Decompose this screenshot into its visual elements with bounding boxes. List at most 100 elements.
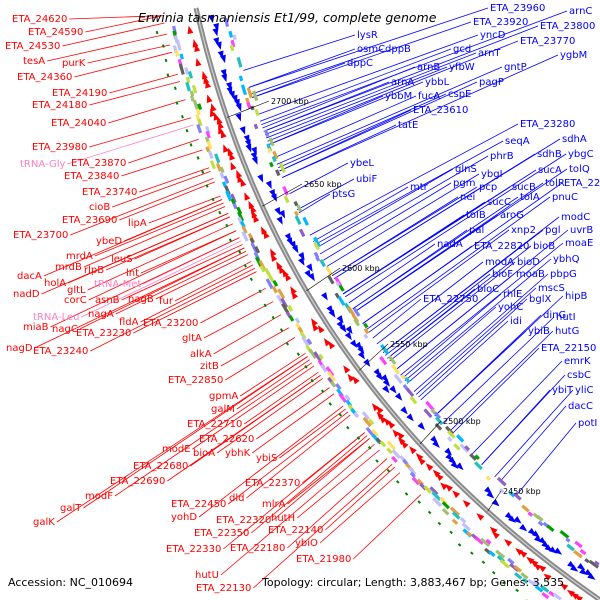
label-leader-line	[223, 432, 365, 550]
gene-block	[574, 540, 583, 549]
gene-block	[205, 146, 211, 153]
gene-arrow-right	[328, 309, 336, 318]
label-leader-line	[67, 124, 194, 165]
kbp-tick-mark	[226, 100, 270, 118]
label-leader-line	[167, 374, 321, 482]
gene-arrow-left	[263, 230, 270, 239]
label-leader-line	[257, 34, 479, 115]
gene-arrow-right	[215, 41, 222, 50]
label-leader-line	[88, 230, 237, 301]
label-leader-line	[263, 25, 539, 132]
label-leader-line	[319, 155, 489, 255]
label-leader-line	[331, 196, 459, 276]
gene-block	[209, 160, 216, 170]
label-leader-line	[43, 199, 223, 277]
gene-block	[362, 416, 372, 428]
gene-block	[344, 394, 351, 402]
gene-block	[379, 440, 387, 448]
label-leader-line	[387, 288, 476, 359]
label-leader-line	[268, 81, 424, 145]
gene-tick	[491, 571, 496, 575]
gene-label: sucB	[512, 182, 536, 193]
gene-block	[221, 181, 228, 188]
gene-label: pcp	[479, 182, 497, 193]
gene-label: ETA_22750	[423, 294, 478, 305]
gene-arrow-left	[526, 556, 535, 565]
label-leader-line	[415, 287, 537, 395]
kbp-tick-label: 2500 kbp	[443, 417, 481, 426]
label-leader-line	[47, 33, 168, 62]
gene-block	[498, 488, 505, 494]
gene-arrow-right	[274, 207, 281, 216]
gene-block	[383, 347, 389, 354]
gene-label: hipB	[565, 291, 587, 302]
gene-label: dinG	[543, 310, 566, 321]
gene-arrow-right	[394, 392, 403, 401]
kbp-tick-mark	[306, 267, 341, 292]
gene-arrow-left	[491, 531, 500, 540]
gene-block	[546, 524, 555, 532]
gene-block	[521, 504, 530, 513]
gene-arrow-right	[382, 378, 391, 387]
gene-arrow-right	[278, 209, 286, 219]
gene-block	[404, 376, 411, 384]
label-leader-line	[362, 245, 473, 324]
gene-arrow-left	[504, 539, 513, 547]
gene-label: ETA_23240	[33, 346, 88, 357]
gene-block	[353, 411, 360, 418]
gene-block	[325, 366, 335, 377]
label-leader-line	[348, 243, 436, 304]
gene-block	[488, 550, 496, 558]
gene-block	[391, 449, 401, 460]
gene-label: sucC	[487, 197, 511, 208]
gene-label: ETA_23700	[13, 230, 68, 241]
gene-arrow-right	[349, 339, 358, 348]
label-leader-line	[267, 40, 519, 142]
label-leader-line	[148, 195, 221, 224]
label-leader-line	[413, 273, 549, 392]
gene-label: hutH	[271, 513, 295, 524]
gene-block	[301, 335, 310, 347]
gene-block	[325, 266, 333, 276]
gene-block	[190, 95, 195, 102]
gene-block	[514, 572, 523, 580]
gene-label: ETA_24590	[28, 27, 83, 38]
gene-arrow-left	[230, 161, 237, 171]
gene-tick	[162, 44, 165, 48]
gene-block	[326, 371, 336, 382]
gene-arrow-left	[397, 431, 405, 440]
gene-block	[287, 304, 294, 312]
gene-block	[219, 166, 225, 174]
gene-block	[473, 461, 483, 471]
gene-tick	[175, 101, 179, 105]
gene-label: lysR	[357, 30, 378, 41]
gene-arrow-right	[345, 325, 353, 335]
gene-block	[232, 203, 238, 210]
gene-block	[206, 140, 213, 150]
gene-label: potI	[578, 418, 597, 429]
gene-arrow-left	[253, 214, 260, 223]
label-leader-line	[326, 173, 480, 267]
gene-block	[254, 246, 261, 254]
gene-arrow-right	[308, 272, 315, 282]
label-leader-line	[83, 206, 226, 268]
gene-tick	[225, 223, 229, 228]
gene-block	[536, 514, 544, 522]
gene-label: ETA_22690	[110, 476, 165, 487]
gene-block	[537, 520, 544, 527]
gene-tick	[279, 328, 284, 332]
gene-label: yliC	[575, 385, 593, 396]
label-leader-line	[276, 66, 503, 165]
leader-lines	[34, 7, 577, 589]
gene-block	[559, 529, 570, 539]
gene-tick	[164, 58, 168, 63]
gene-label: ybhQ	[553, 254, 580, 265]
gene-label: ygbM	[560, 50, 587, 61]
gene-label: ETA_24360	[17, 72, 72, 83]
label-leader-line	[400, 242, 564, 376]
gene-label: tesA	[23, 56, 45, 67]
gene-arrow-left	[379, 415, 387, 424]
gene-label: nadA	[437, 239, 463, 250]
gene-tick	[328, 402, 332, 406]
